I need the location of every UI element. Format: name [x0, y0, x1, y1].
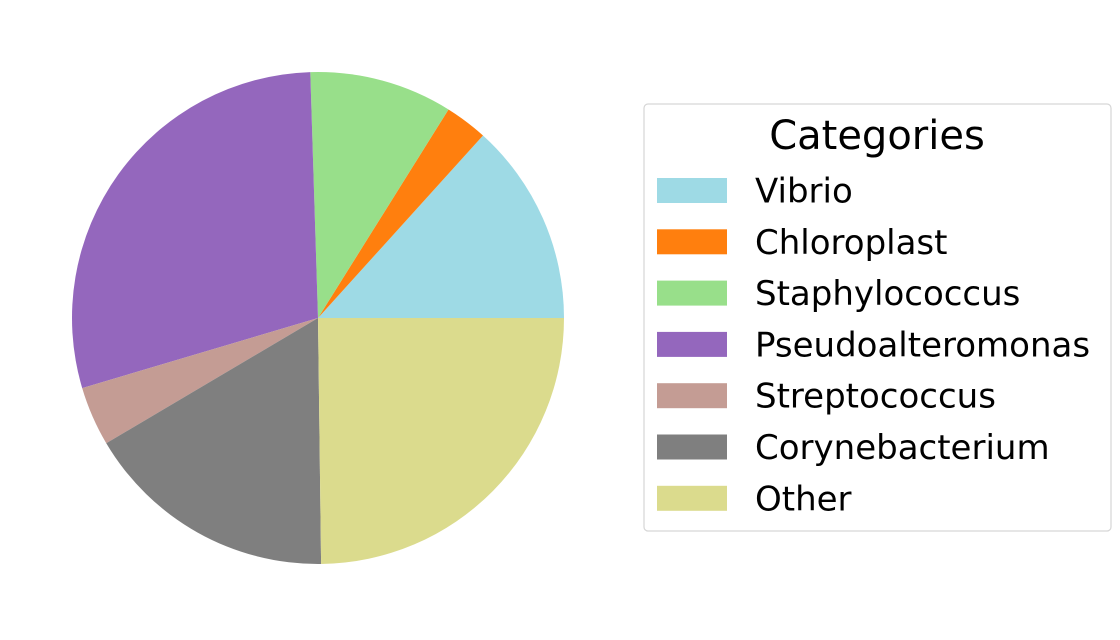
- legend-swatch-chloroplast: [657, 229, 727, 255]
- legend-swatch-vibrio: [657, 178, 727, 203]
- legend-label-staphylococcus: Staphylococcus: [755, 274, 1020, 314]
- legend-label-other: Other: [755, 479, 852, 519]
- pie-slice-vibrio: [318, 135, 564, 318]
- pie-slice-staphylococcus: [310, 71, 449, 318]
- legend-swatch-corynebacterium: [657, 434, 727, 460]
- legend: Categories Vibrio Chloroplast Staphylococc…: [643, 103, 1112, 532]
- legend-label-corynebacterium: Corynebacterium: [755, 428, 1050, 468]
- pie-slice-corynebacterium: [106, 318, 322, 564]
- pie-slice-pseudoalteromonas: [71, 72, 318, 389]
- legend-swatch-staphylococcus: [657, 280, 727, 306]
- legend-swatch-other: [657, 485, 727, 511]
- pie-slices: [71, 71, 564, 564]
- legend-items: Vibrio Chloroplast Staphylococcus Pseudoalt…: [657, 172, 1090, 519]
- legend-title: Categories: [769, 113, 985, 159]
- legend-label-chloroplast: Chloroplast: [755, 223, 947, 263]
- legend-swatch-streptococcus: [657, 383, 727, 409]
- legend-label-vibrio: Vibrio: [755, 172, 853, 212]
- pie-slice-streptococcus: [82, 318, 318, 444]
- pie-slice-chloroplast: [318, 109, 483, 318]
- legend-frame: [643, 103, 1112, 532]
- legend-swatch-pseudoalteromonas: [657, 331, 727, 357]
- pie-slice-other: [318, 318, 564, 564]
- legend-label-pseudoalteromonas: Pseudoalteromonas: [755, 325, 1090, 365]
- legend-label-streptococcus: Streptococcus: [755, 377, 996, 417]
